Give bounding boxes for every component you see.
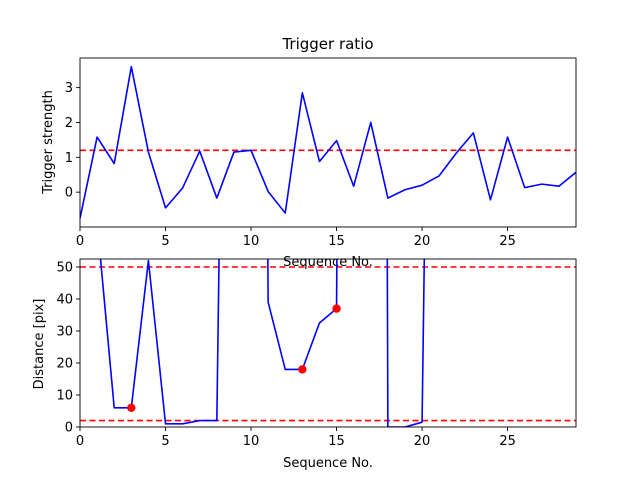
y-tick-label: 0 [65, 186, 73, 201]
x-tick-label: 20 [414, 234, 431, 249]
x-tick-label: 0 [76, 234, 84, 249]
x-tick-label: 0 [76, 434, 84, 449]
y-axis-label: Trigger strength [41, 90, 56, 195]
x-tick-label: 25 [499, 234, 516, 249]
y-tick-label: 10 [56, 389, 73, 404]
x-tick-label: 10 [243, 434, 260, 449]
series-line [267, 259, 338, 371]
distance-chart: Sequence No. Distance [pix] 0 5 10 15 20 25 0 1… [32, 258, 577, 471]
y-tick-label: 3 [65, 81, 73, 96]
data-point-marker [332, 304, 341, 313]
x-tick-label: 5 [161, 434, 169, 449]
axes-frame [79, 258, 577, 428]
y-tick-label: 40 [56, 293, 73, 308]
x-tick-label: 15 [328, 234, 345, 249]
data-point-marker [298, 365, 307, 374]
data-point-marker [127, 403, 136, 412]
trigger-ratio-chart: Trigger ratio Sequence No. Trigger stren… [41, 35, 577, 270]
axes-frame [79, 57, 577, 228]
x-tick-label: 10 [243, 234, 260, 249]
y-tick-label: 2 [65, 116, 73, 131]
y-tick-label: 50 [56, 261, 73, 276]
series-line [99, 259, 220, 425]
x-tick-label: 25 [499, 434, 516, 449]
plot-area [80, 65, 576, 219]
x-axis-label: Sequence No. [283, 456, 373, 471]
x-tick-label: 20 [414, 434, 431, 449]
y-tick-label: 20 [56, 357, 73, 372]
y-axis-label: Distance [pix] [32, 299, 47, 390]
plot-area [80, 259, 576, 427]
y-tick-label: 30 [56, 325, 73, 340]
y-tick-label: 0 [65, 421, 73, 436]
series-line [80, 65, 576, 219]
y-tick-label: 1 [65, 151, 73, 166]
x-tick-label: 15 [328, 434, 345, 449]
chart-title: Trigger ratio [281, 35, 373, 53]
x-tick-label: 5 [161, 234, 169, 249]
series-line [386, 259, 426, 427]
